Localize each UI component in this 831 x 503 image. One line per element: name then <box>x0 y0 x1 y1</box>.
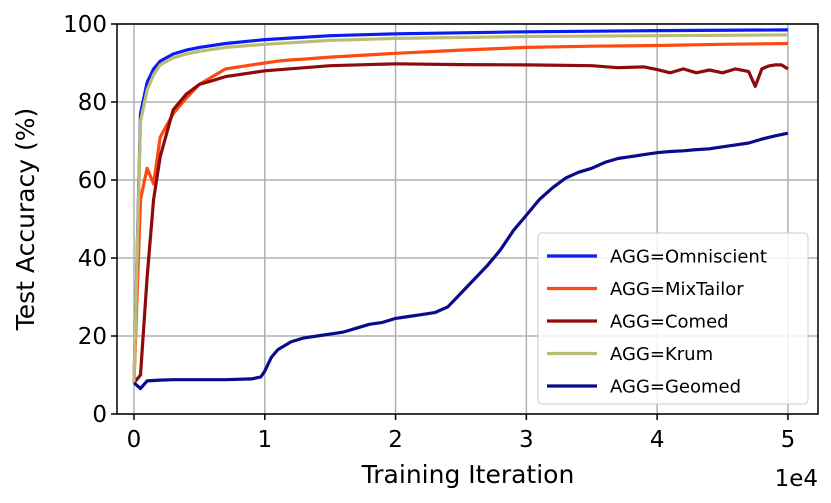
legend: AGG=Omniscient AGG=MixTailor AGG=Comed AGG=… <box>537 232 809 405</box>
x-tick-label: 4 <box>650 427 665 453</box>
y-tick-label: 20 <box>78 324 107 350</box>
x-tick-label: 2 <box>388 427 403 453</box>
y-tick-label: 0 <box>92 402 107 428</box>
series-line-agg-mixtailor <box>132 41 788 383</box>
y-tick-label: 40 <box>78 246 107 272</box>
plot-frame <box>116 23 819 415</box>
series-line-agg-comed <box>132 62 789 384</box>
x-axis-label: Training Iteration <box>361 460 575 489</box>
legend-label-agg-geomed: AGG=Geomed <box>610 377 741 398</box>
legend-label-agg-krum: AGG=Krum <box>610 344 713 365</box>
x-tick-label: 0 <box>127 427 142 453</box>
axis-ticks: 0 1 2 3 4 5 0 20 40 60 80 100 <box>63 12 795 453</box>
series-lines <box>132 28 789 391</box>
legend-label-agg-comed: AGG=Comed <box>610 312 729 333</box>
legend-label-agg-omniscient: AGG=Omniscient <box>610 247 767 268</box>
y-tick-label: 80 <box>78 90 107 116</box>
y-tick-label: 100 <box>63 12 107 38</box>
x-axis-offset-label: 1e4 <box>775 466 818 492</box>
x-tick-label: 3 <box>519 427 534 453</box>
legend-label-agg-mixtailor: AGG=MixTailor <box>610 279 744 300</box>
x-tick-label: 1 <box>257 427 272 453</box>
legend-frame <box>537 232 809 405</box>
series-line-agg-krum <box>132 33 788 383</box>
x-tick-label: 5 <box>781 427 796 453</box>
series-line-agg-geomed <box>132 131 789 391</box>
y-axis-label: Test Accuracy (%) <box>11 108 40 332</box>
y-tick-label: 60 <box>78 168 107 194</box>
series-line-agg-omniscient <box>132 28 788 383</box>
